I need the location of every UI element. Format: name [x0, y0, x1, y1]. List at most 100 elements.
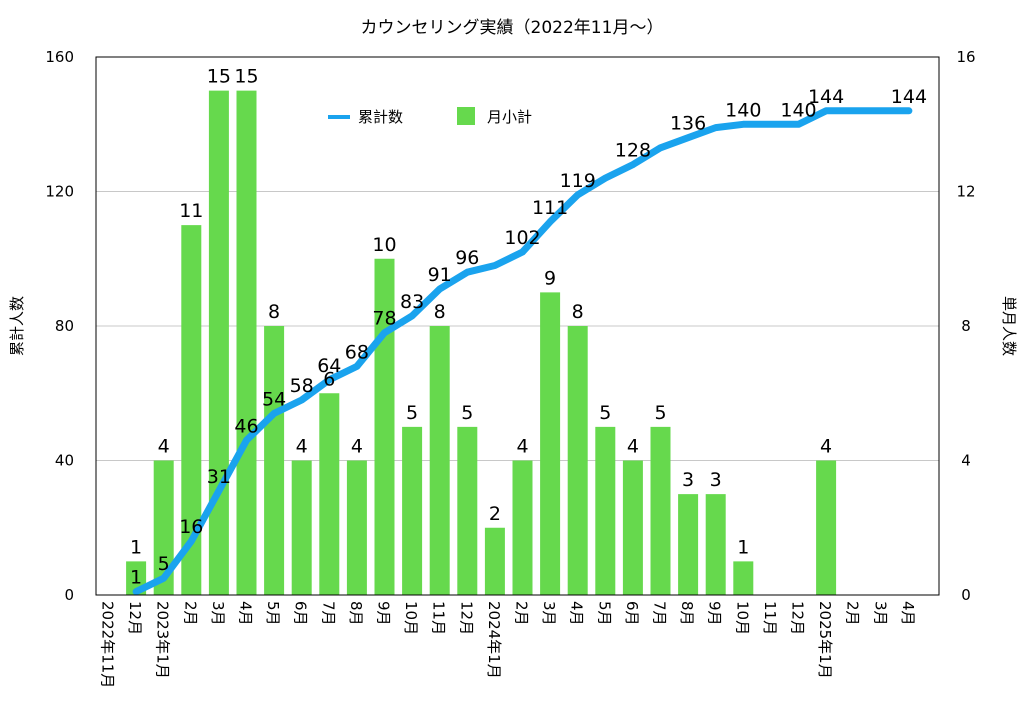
bar [650, 426, 671, 595]
x-category-label: 3月 [540, 601, 558, 626]
legend-bar-swatch [457, 107, 475, 125]
y-tick-left: 160 [45, 48, 74, 66]
bar [733, 561, 754, 595]
bar [208, 90, 229, 595]
bar-value-label: 4 [627, 436, 639, 458]
bar [319, 393, 340, 595]
y-tick-left: 40 [55, 452, 74, 470]
y-tick-right: 4 [961, 452, 971, 470]
line-value-label: 102 [504, 227, 540, 249]
bar [678, 494, 699, 595]
line-value-label: 58 [290, 375, 314, 397]
bar-value-label: 4 [516, 436, 528, 458]
bar-value-label: 3 [682, 469, 694, 491]
bar [402, 426, 423, 595]
x-category-label: 12月 [126, 601, 144, 635]
y-tick-right: 12 [956, 183, 975, 201]
x-category-label: 2022年11月 [99, 601, 117, 688]
y-tick-right: 8 [961, 317, 971, 335]
line-value-label: 140 [780, 99, 816, 121]
bar-value-label: 5 [599, 402, 611, 424]
x-category-label: 5月 [595, 601, 613, 626]
bar [567, 326, 588, 595]
x-category-label: 9月 [706, 601, 724, 626]
line-value-label: 140 [725, 99, 761, 121]
y-tick-left: 120 [45, 183, 74, 201]
x-category-label: 2月 [181, 601, 199, 626]
bar-value-label: 15 [207, 66, 231, 88]
x-category-label: 2024年1月 [485, 601, 503, 679]
line-value-label: 31 [207, 466, 231, 488]
line-value-label: 111 [532, 197, 568, 219]
line-value-label: 54 [262, 388, 286, 410]
right-axis-ticks: 0 4 8 12 16 [956, 48, 975, 604]
bar-value-label: 4 [351, 436, 363, 458]
bar-value-label: 9 [544, 267, 556, 289]
line-value-label: 128 [615, 140, 651, 162]
bar [816, 460, 837, 595]
x-category-label: 6月 [623, 601, 641, 626]
y-tick-left: 0 [64, 586, 74, 604]
x-category-label: 4月 [899, 601, 917, 626]
line-value-label: 78 [372, 308, 396, 330]
line-value-label: 144 [891, 86, 927, 108]
bar [540, 292, 561, 595]
x-category-label: 7月 [651, 601, 669, 626]
x-category-label: 7月 [319, 601, 337, 626]
bar-value-label: 3 [710, 469, 722, 491]
line-value-label: 91 [428, 264, 452, 286]
y-tick-right: 16 [956, 48, 975, 66]
x-category-label: 2023年1月 [154, 601, 172, 679]
legend: 累計数 月小計 [328, 107, 532, 126]
x-category-label: 4月 [568, 601, 586, 626]
line-value-label: 83 [400, 291, 424, 313]
line-value-label: 1 [130, 567, 142, 589]
line-value-label: 136 [670, 113, 706, 135]
left-axis-ticks: 0 40 80 120 160 [45, 48, 74, 604]
bar [595, 426, 616, 595]
legend-line-label: 累計数 [358, 108, 403, 126]
x-category-label: 3月 [209, 601, 227, 626]
line-value-label: 16 [179, 516, 203, 538]
bar-value-label: 4 [296, 436, 308, 458]
x-category-label: 8月 [678, 601, 696, 626]
line-value-label: 46 [234, 415, 258, 437]
x-axis-categories: 2022年11月 12月 2023年1月 2月 3月 4月 5月 6月 7月 8月 9月 10月 11月… [99, 601, 917, 688]
bar [291, 460, 312, 595]
line-value-label: 68 [345, 341, 369, 363]
bar [512, 460, 533, 595]
x-category-label: 5月 [264, 601, 282, 626]
x-category-label: 12月 [789, 601, 807, 635]
bar [236, 90, 257, 595]
x-category-label: 2月 [844, 601, 862, 626]
bar [429, 326, 450, 595]
bar-value-label: 4 [158, 436, 170, 458]
bar-value-label: 15 [234, 66, 258, 88]
line-value-label: 96 [455, 247, 479, 269]
cumulative-line [132, 107, 913, 596]
bar-value-label: 1 [737, 536, 749, 558]
chart-title: カウンセリング実績（2022年11月〜） [361, 18, 664, 38]
x-category-label: 12月 [457, 601, 475, 635]
legend-bar-label: 月小計 [487, 108, 532, 126]
x-category-label: 9月 [375, 601, 393, 626]
x-category-label: 4月 [237, 601, 255, 626]
y-tick-left: 80 [55, 317, 74, 335]
bar-value-label: 1 [130, 536, 142, 558]
bar [705, 494, 726, 595]
bar-value-label: 2 [489, 503, 501, 525]
line-value-label: 64 [317, 355, 341, 377]
bar [153, 460, 174, 595]
x-category-label: 11月 [430, 601, 448, 635]
line-labels: 1516314654586468788391961021111191281361… [130, 86, 927, 589]
bar-value-label: 5 [654, 402, 666, 424]
bars [126, 90, 837, 595]
y-axis-label-right: 単月人数 [1000, 296, 1018, 356]
bar [346, 460, 367, 595]
bar [484, 527, 505, 595]
x-category-label: 10月 [733, 601, 751, 635]
x-category-label: 3月 [871, 601, 889, 626]
x-category-label: 2月 [513, 601, 531, 626]
bar-value-label: 5 [406, 402, 418, 424]
